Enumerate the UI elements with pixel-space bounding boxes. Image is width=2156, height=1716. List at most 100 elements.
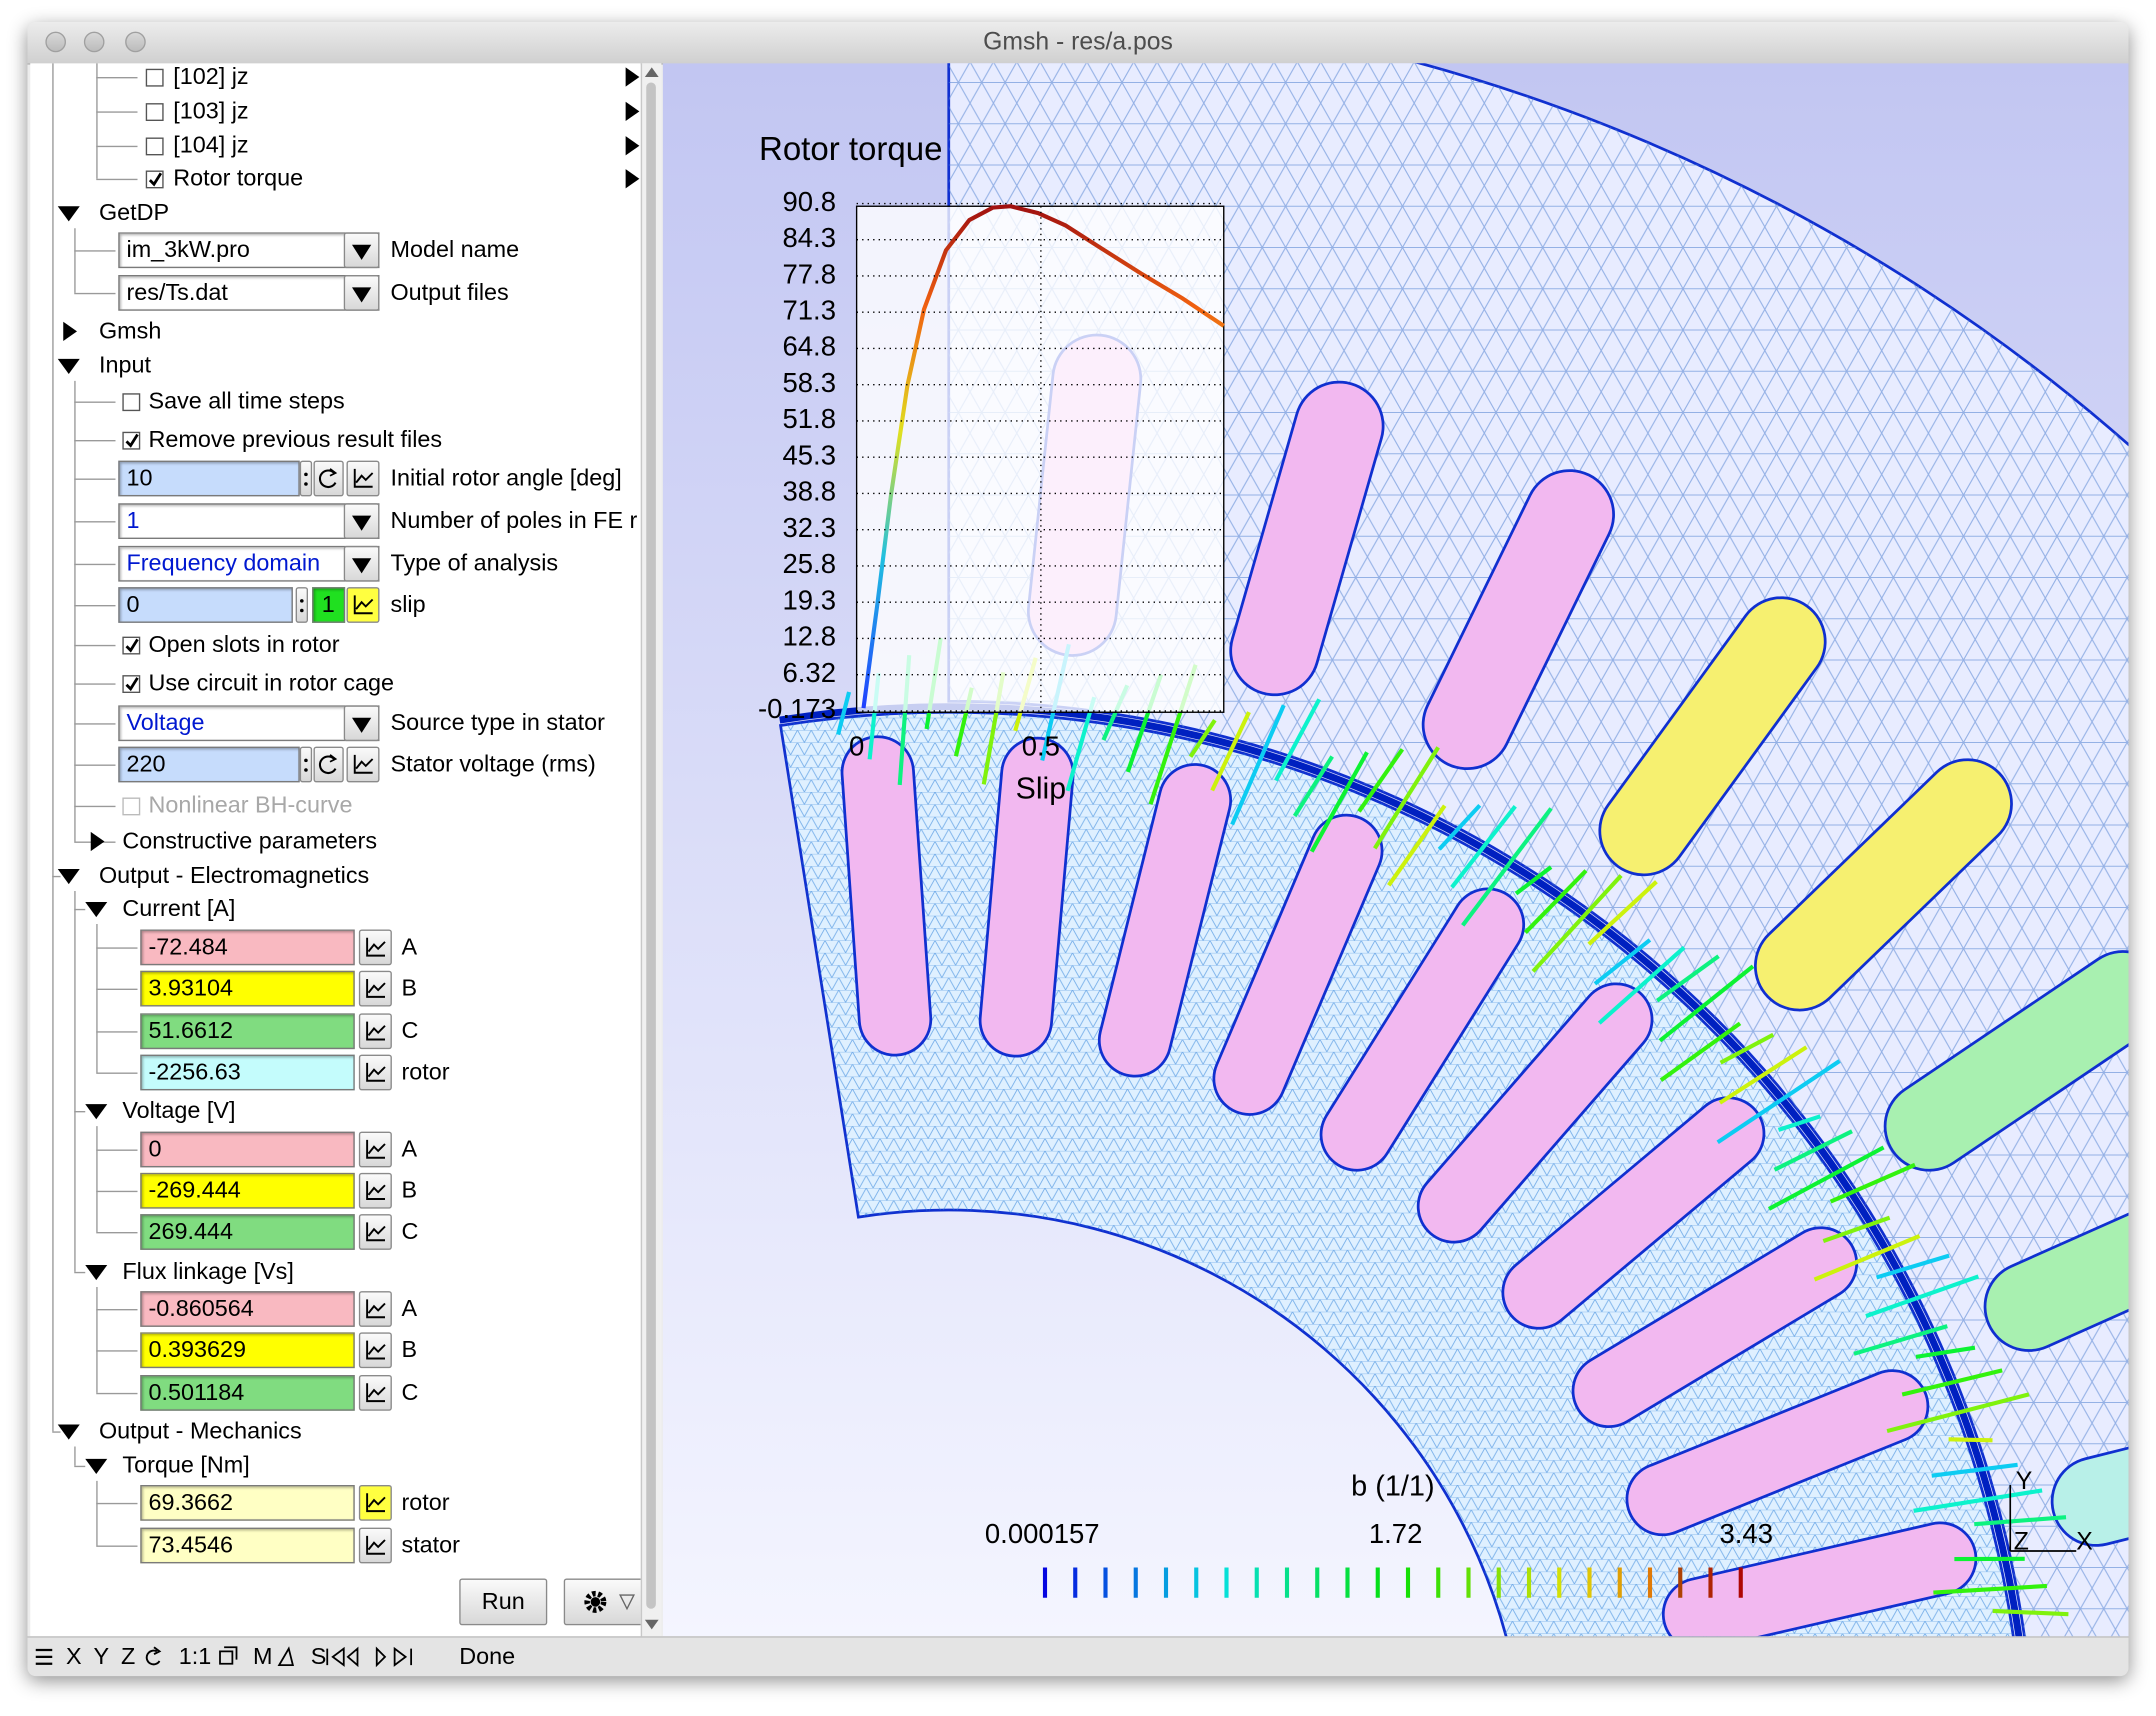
scroll-thumb[interactable] [646, 82, 656, 1609]
collapse-toggle[interactable] [85, 902, 108, 918]
expand-toggle[interactable] [625, 136, 640, 156]
loop-button[interactable] [313, 460, 344, 497]
view-button[interactable]: M [253, 1643, 273, 1670]
graph-button[interactable] [358, 929, 392, 966]
view-button[interactable]: X [66, 1643, 82, 1670]
graph-button[interactable] [358, 970, 392, 1007]
color-bar: b (1/1) 0.000157 1.72 3.43 [985, 1470, 1773, 1598]
scroll-up[interactable] [644, 67, 659, 77]
graph-button[interactable] [358, 1332, 392, 1369]
status-bar: X Y Z 1:1 M S Done [27, 1636, 2129, 1677]
graph-button[interactable] [346, 587, 380, 623]
field-arrow [1853, 1324, 1948, 1356]
settings-button[interactable] [563, 1578, 641, 1626]
loop-step[interactable]: 1 [312, 587, 346, 623]
scroll-down[interactable] [644, 1619, 659, 1630]
output-field: -2256.63 [140, 1054, 355, 1091]
tree-line [96, 1502, 138, 1505]
output-field: -269.444 [140, 1172, 355, 1209]
color-bar-label: 1.72 [1369, 1518, 1423, 1549]
expand-toggle[interactable] [90, 831, 105, 852]
checkbox[interactable] [122, 636, 141, 655]
choice-field[interactable]: Voltage [118, 705, 380, 742]
dropdown-button[interactable] [343, 503, 380, 539]
collapse-toggle[interactable] [85, 1458, 108, 1474]
collapse-toggle[interactable] [57, 869, 80, 885]
graph-icon [366, 1222, 386, 1242]
output-field: 73.4546 [140, 1527, 355, 1564]
checkbox[interactable] [122, 431, 141, 450]
tree-line [96, 1309, 138, 1311]
choice-field[interactable]: Frequency domain [118, 545, 380, 582]
view-button[interactable]: Z [121, 1643, 136, 1670]
checkbox[interactable] [145, 68, 164, 87]
collapse-toggle[interactable] [57, 1424, 80, 1440]
graph-button[interactable] [358, 1214, 392, 1250]
checkbox[interactable] [145, 137, 164, 156]
dropdown-button[interactable] [343, 275, 380, 311]
step-button[interactable] [295, 587, 308, 623]
step-button[interactable] [299, 746, 313, 783]
collapse-toggle[interactable] [57, 206, 80, 222]
graph-button[interactable] [358, 1172, 392, 1209]
view-button[interactable]: S [310, 1643, 327, 1670]
number-field[interactable]: 10 [118, 460, 300, 497]
checkbox[interactable] [122, 393, 141, 412]
close-button[interactable] [45, 31, 66, 53]
zoom-button[interactable] [125, 31, 146, 53]
view-button[interactable]: 1:1 [178, 1643, 212, 1670]
torque-curve [861, 204, 1225, 709]
number-field[interactable]: 0 [118, 587, 293, 623]
field-arrow [1829, 1162, 1916, 1204]
field-arrow [1593, 938, 1652, 986]
run-button[interactable]: Run [459, 1578, 548, 1626]
graph-button[interactable] [358, 1131, 392, 1168]
collapse-toggle[interactable] [85, 1104, 108, 1120]
tree-line [96, 1287, 98, 1393]
checkbox[interactable] [122, 675, 141, 693]
graph-button[interactable] [358, 1291, 392, 1327]
slot [1504, 1099, 1763, 1327]
tree-line [74, 250, 116, 252]
expand-toggle[interactable] [63, 321, 77, 341]
tree-line [74, 401, 116, 403]
graph-button[interactable] [358, 1485, 392, 1521]
choice-field[interactable]: im_3kW.pro [118, 232, 380, 269]
dropdown-button[interactable] [343, 232, 380, 269]
graph-button[interactable] [358, 1054, 392, 1091]
expand-toggle[interactable] [625, 67, 640, 87]
tree-line [74, 380, 76, 842]
field-arrow [1777, 1114, 1821, 1132]
graph-button[interactable] [346, 460, 380, 497]
choice-field[interactable]: 1 [118, 503, 380, 539]
field-arrow [1461, 807, 1553, 927]
choice-field[interactable]: res/Ts.dat [118, 275, 380, 311]
collapse-toggle[interactable] [85, 1265, 108, 1281]
output-label: A [401, 1135, 418, 1162]
field-label: Source type in stator [390, 709, 605, 736]
group-label: Voltage [V] [122, 1097, 236, 1124]
number-field[interactable]: 220 [118, 746, 300, 783]
dropdown-button[interactable] [343, 705, 380, 742]
graph-button[interactable] [358, 1013, 392, 1050]
graph-button[interactable] [358, 1527, 392, 1564]
minimize-button[interactable] [83, 31, 105, 53]
graphics-window[interactable]: Rotor torque 90.8 84.3 77.8 71.3 64.8 58.3 51.… [662, 63, 2129, 1637]
step-button[interactable] [299, 460, 313, 497]
loop-button[interactable] [313, 746, 344, 783]
dropdown-button[interactable] [343, 545, 380, 582]
graph-button[interactable] [358, 1375, 392, 1411]
expand-toggle[interactable] [625, 169, 640, 189]
view-label: [104] jz [173, 132, 249, 159]
field-arrow [1531, 874, 1623, 973]
scrollbar[interactable] [640, 63, 662, 1637]
tree-line [96, 1149, 138, 1151]
expand-toggle[interactable] [625, 101, 640, 121]
collapse-toggle[interactable] [57, 358, 80, 374]
tree-line [96, 988, 138, 990]
graph-button[interactable] [346, 746, 380, 783]
checkbox[interactable] [145, 170, 164, 189]
check-mark [125, 433, 139, 448]
view-button[interactable]: Y [93, 1643, 110, 1670]
checkbox[interactable] [145, 103, 164, 121]
